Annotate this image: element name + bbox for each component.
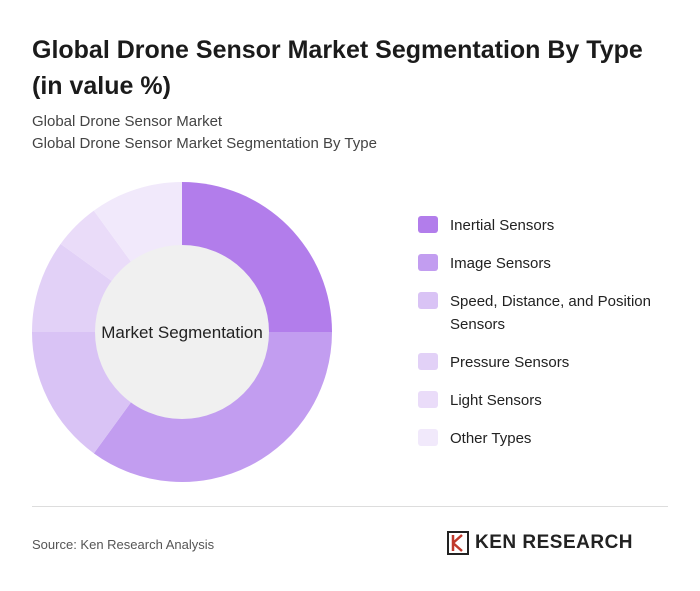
donut-chart: Market Segmentation: [32, 182, 332, 482]
title: Global Drone Sensor Market Segmentation …: [32, 36, 643, 100]
legend-item: Pressure Sensors: [418, 351, 678, 374]
legend-item: Other Types: [418, 427, 678, 450]
logo-text: KEN RESEARCH: [475, 532, 634, 553]
legend-swatch: [418, 216, 438, 233]
legend-swatch: [418, 292, 438, 309]
logo: KEN RESEARCH: [447, 531, 633, 555]
legend-swatch: [418, 254, 438, 271]
logo-icon: [447, 531, 469, 555]
legend-label: Light Sensors: [450, 392, 542, 409]
legend-swatch: [418, 429, 438, 446]
legend-swatch: [418, 353, 438, 370]
legend-label: Inertial Sensors: [450, 217, 555, 234]
legend-item: Image Sensors: [418, 252, 678, 275]
subtitle: Global Drone Sensor Market: [32, 113, 223, 130]
legend-label: Other Types: [450, 430, 532, 447]
legend-item: Light Sensors: [418, 389, 678, 412]
donut-hole: [95, 245, 269, 419]
source: Source: Ken Research Analysis: [32, 537, 215, 552]
separator: [32, 506, 668, 507]
center-label: Market Segmentation: [101, 323, 263, 342]
legend-swatch: [418, 391, 438, 408]
legend-label: Speed, Distance, and Position Sensors: [450, 293, 651, 333]
legend-item: Inertial Sensors: [418, 214, 678, 237]
legend: Inertial Sensors Image Sensors Speed, Dist…: [418, 214, 678, 465]
legend-label: Pressure Sensors: [450, 354, 570, 371]
legend-item: Speed, Distance, and Position Sensors: [418, 290, 678, 336]
subtitle: Global Drone Sensor Market Segmentation …: [32, 135, 377, 152]
legend-label: Image Sensors: [450, 255, 551, 272]
